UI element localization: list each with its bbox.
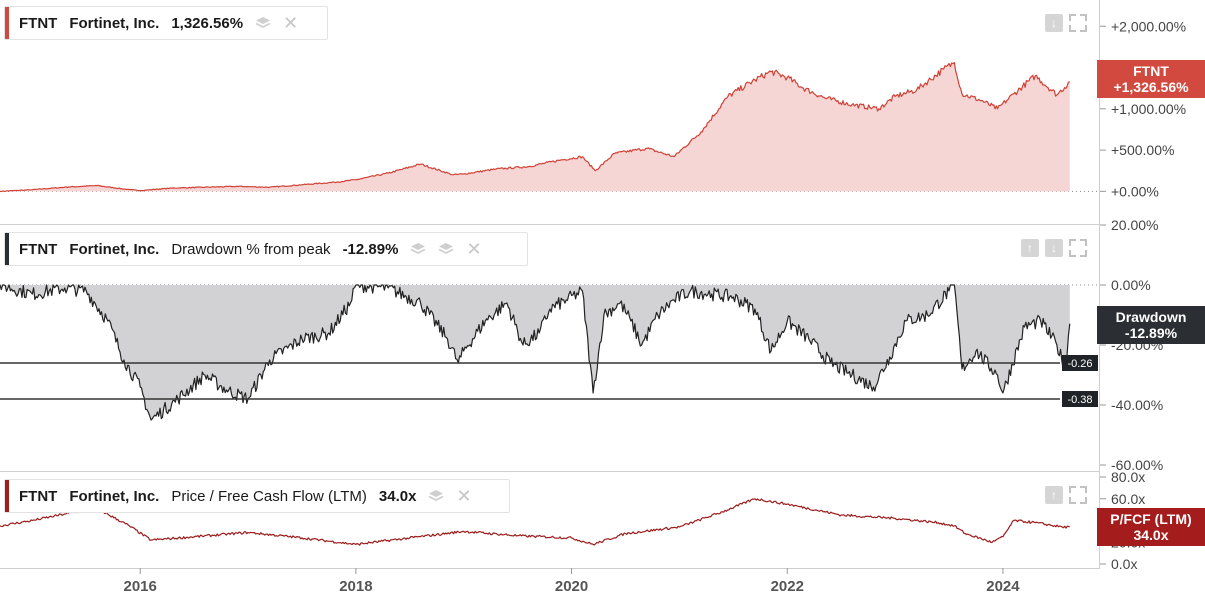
pfcf-panel-controls: ↑ xyxy=(1045,486,1087,504)
drawdown-legend-value: -12.89% xyxy=(342,240,399,258)
y-tick-label: +1,000.00% xyxy=(1111,101,1186,117)
pfcf-legend-metric: Price / Free Cash Flow (LTM) xyxy=(171,487,367,505)
reference-line-label: -0.38 xyxy=(1067,394,1092,406)
price-legend: FTNT Fortinet, Inc. 1,326.56% ✕ xyxy=(4,6,328,40)
drawdown-series-line xyxy=(0,284,1071,421)
drawdown-value-flag: Drawdown -12.89% xyxy=(1097,306,1205,344)
price-value-flag: FTNT +1,326.56% xyxy=(1097,60,1205,98)
pfcf-value-flag: P/FCF (LTM) 34.0x xyxy=(1097,508,1205,546)
x-tick-label: 2018 xyxy=(339,578,372,593)
layers-icon[interactable] xyxy=(428,489,444,503)
reference-line-label: -0.26 xyxy=(1067,358,1092,370)
drawdown-flag-label: Drawdown xyxy=(1115,309,1187,325)
reference-line-badge xyxy=(1062,391,1098,407)
reference-line-badge xyxy=(1062,355,1098,371)
price-legend-ticker: FTNT xyxy=(19,14,58,32)
y-tick-label: 60.0x xyxy=(1111,491,1145,507)
price-legend-company: Fortinet, Inc. xyxy=(69,14,160,32)
move-down-icon[interactable]: ↓ xyxy=(1045,239,1063,257)
y-tick-label: 20.00% xyxy=(1111,217,1158,233)
y-tick-label: 0.0x xyxy=(1111,556,1137,572)
drawdown-legend-company: Fortinet, Inc. xyxy=(69,240,160,258)
y-tick-label: -40.00% xyxy=(1111,397,1163,413)
y-tick-label: 80.0x xyxy=(1111,469,1145,485)
drawdown-legend: FTNT Fortinet, Inc. Drawdown % from peak… xyxy=(4,232,528,266)
y-tick-label: +500.00% xyxy=(1111,142,1174,158)
drawdown-plot: 20.00%0.00%-20.00%-40.00%-60.00%-0.26-0.… xyxy=(0,217,1163,473)
price-area xyxy=(0,62,1070,192)
pfcf-legend: FTNT Fortinet, Inc. Price / Free Cash Fl… xyxy=(4,479,510,513)
drawdown-legend-ticker: FTNT xyxy=(19,240,58,258)
y-tick-label: +0.00% xyxy=(1111,183,1159,199)
pfcf-flag-value: 34.0x xyxy=(1133,527,1169,543)
x-tick-label: 2024 xyxy=(986,578,1020,593)
pfcf-legend-company: Fortinet, Inc. xyxy=(69,487,160,505)
pfcf-legend-color-bar xyxy=(5,480,9,512)
price-flag-value: +1,326.56% xyxy=(1113,79,1189,95)
close-icon[interactable]: ✕ xyxy=(466,238,482,259)
pfcf-series-line xyxy=(0,498,1071,546)
price-legend-value: 1,326.56% xyxy=(171,14,244,32)
move-down-icon[interactable]: ↓ xyxy=(1045,14,1063,32)
drawdown-flag-value: -12.89% xyxy=(1124,325,1178,341)
x-axis: 2016 2018 2020 2022 2024 xyxy=(0,568,1100,593)
fullscreen-icon[interactable] xyxy=(1069,486,1087,504)
x-tick-label: 2020 xyxy=(555,578,588,593)
close-icon[interactable]: ✕ xyxy=(456,485,472,506)
drawdown-legend-metric: Drawdown % from peak xyxy=(171,240,331,258)
fullscreen-icon[interactable] xyxy=(1069,14,1087,32)
pfcf-flag-label: P/FCF (LTM) xyxy=(1110,511,1192,527)
price-flag-ticker: FTNT xyxy=(1133,63,1169,79)
y-tick-label: 0.00% xyxy=(1111,277,1151,293)
drawdown-panel-controls: ↑ ↓ xyxy=(1021,239,1087,257)
price-series-line xyxy=(0,62,1070,193)
layers-icon[interactable] xyxy=(255,16,271,30)
layers-icon[interactable] xyxy=(438,242,454,256)
price-plot: +2,000.00%+1,500.00%+1,000.00%+500.00%+0… xyxy=(0,18,1186,199)
drawdown-area xyxy=(0,285,1070,420)
x-tick-label: 2022 xyxy=(771,578,804,593)
price-legend-color-bar xyxy=(5,7,9,39)
fullscreen-icon[interactable] xyxy=(1069,239,1087,257)
price-panel-controls: ↓ xyxy=(1045,14,1087,32)
y-tick-label: +2,000.00% xyxy=(1111,18,1186,34)
move-up-icon[interactable]: ↑ xyxy=(1021,239,1039,257)
drawdown-legend-color-bar xyxy=(5,233,9,265)
x-tick-label: 2016 xyxy=(124,578,157,593)
pfcf-legend-ticker: FTNT xyxy=(19,487,58,505)
y-tick-label: -60.00% xyxy=(1111,457,1163,473)
move-up-icon[interactable]: ↑ xyxy=(1045,486,1063,504)
pfcf-legend-value: 34.0x xyxy=(378,487,417,505)
close-icon[interactable]: ✕ xyxy=(283,12,299,33)
layers-icon[interactable] xyxy=(410,242,426,256)
